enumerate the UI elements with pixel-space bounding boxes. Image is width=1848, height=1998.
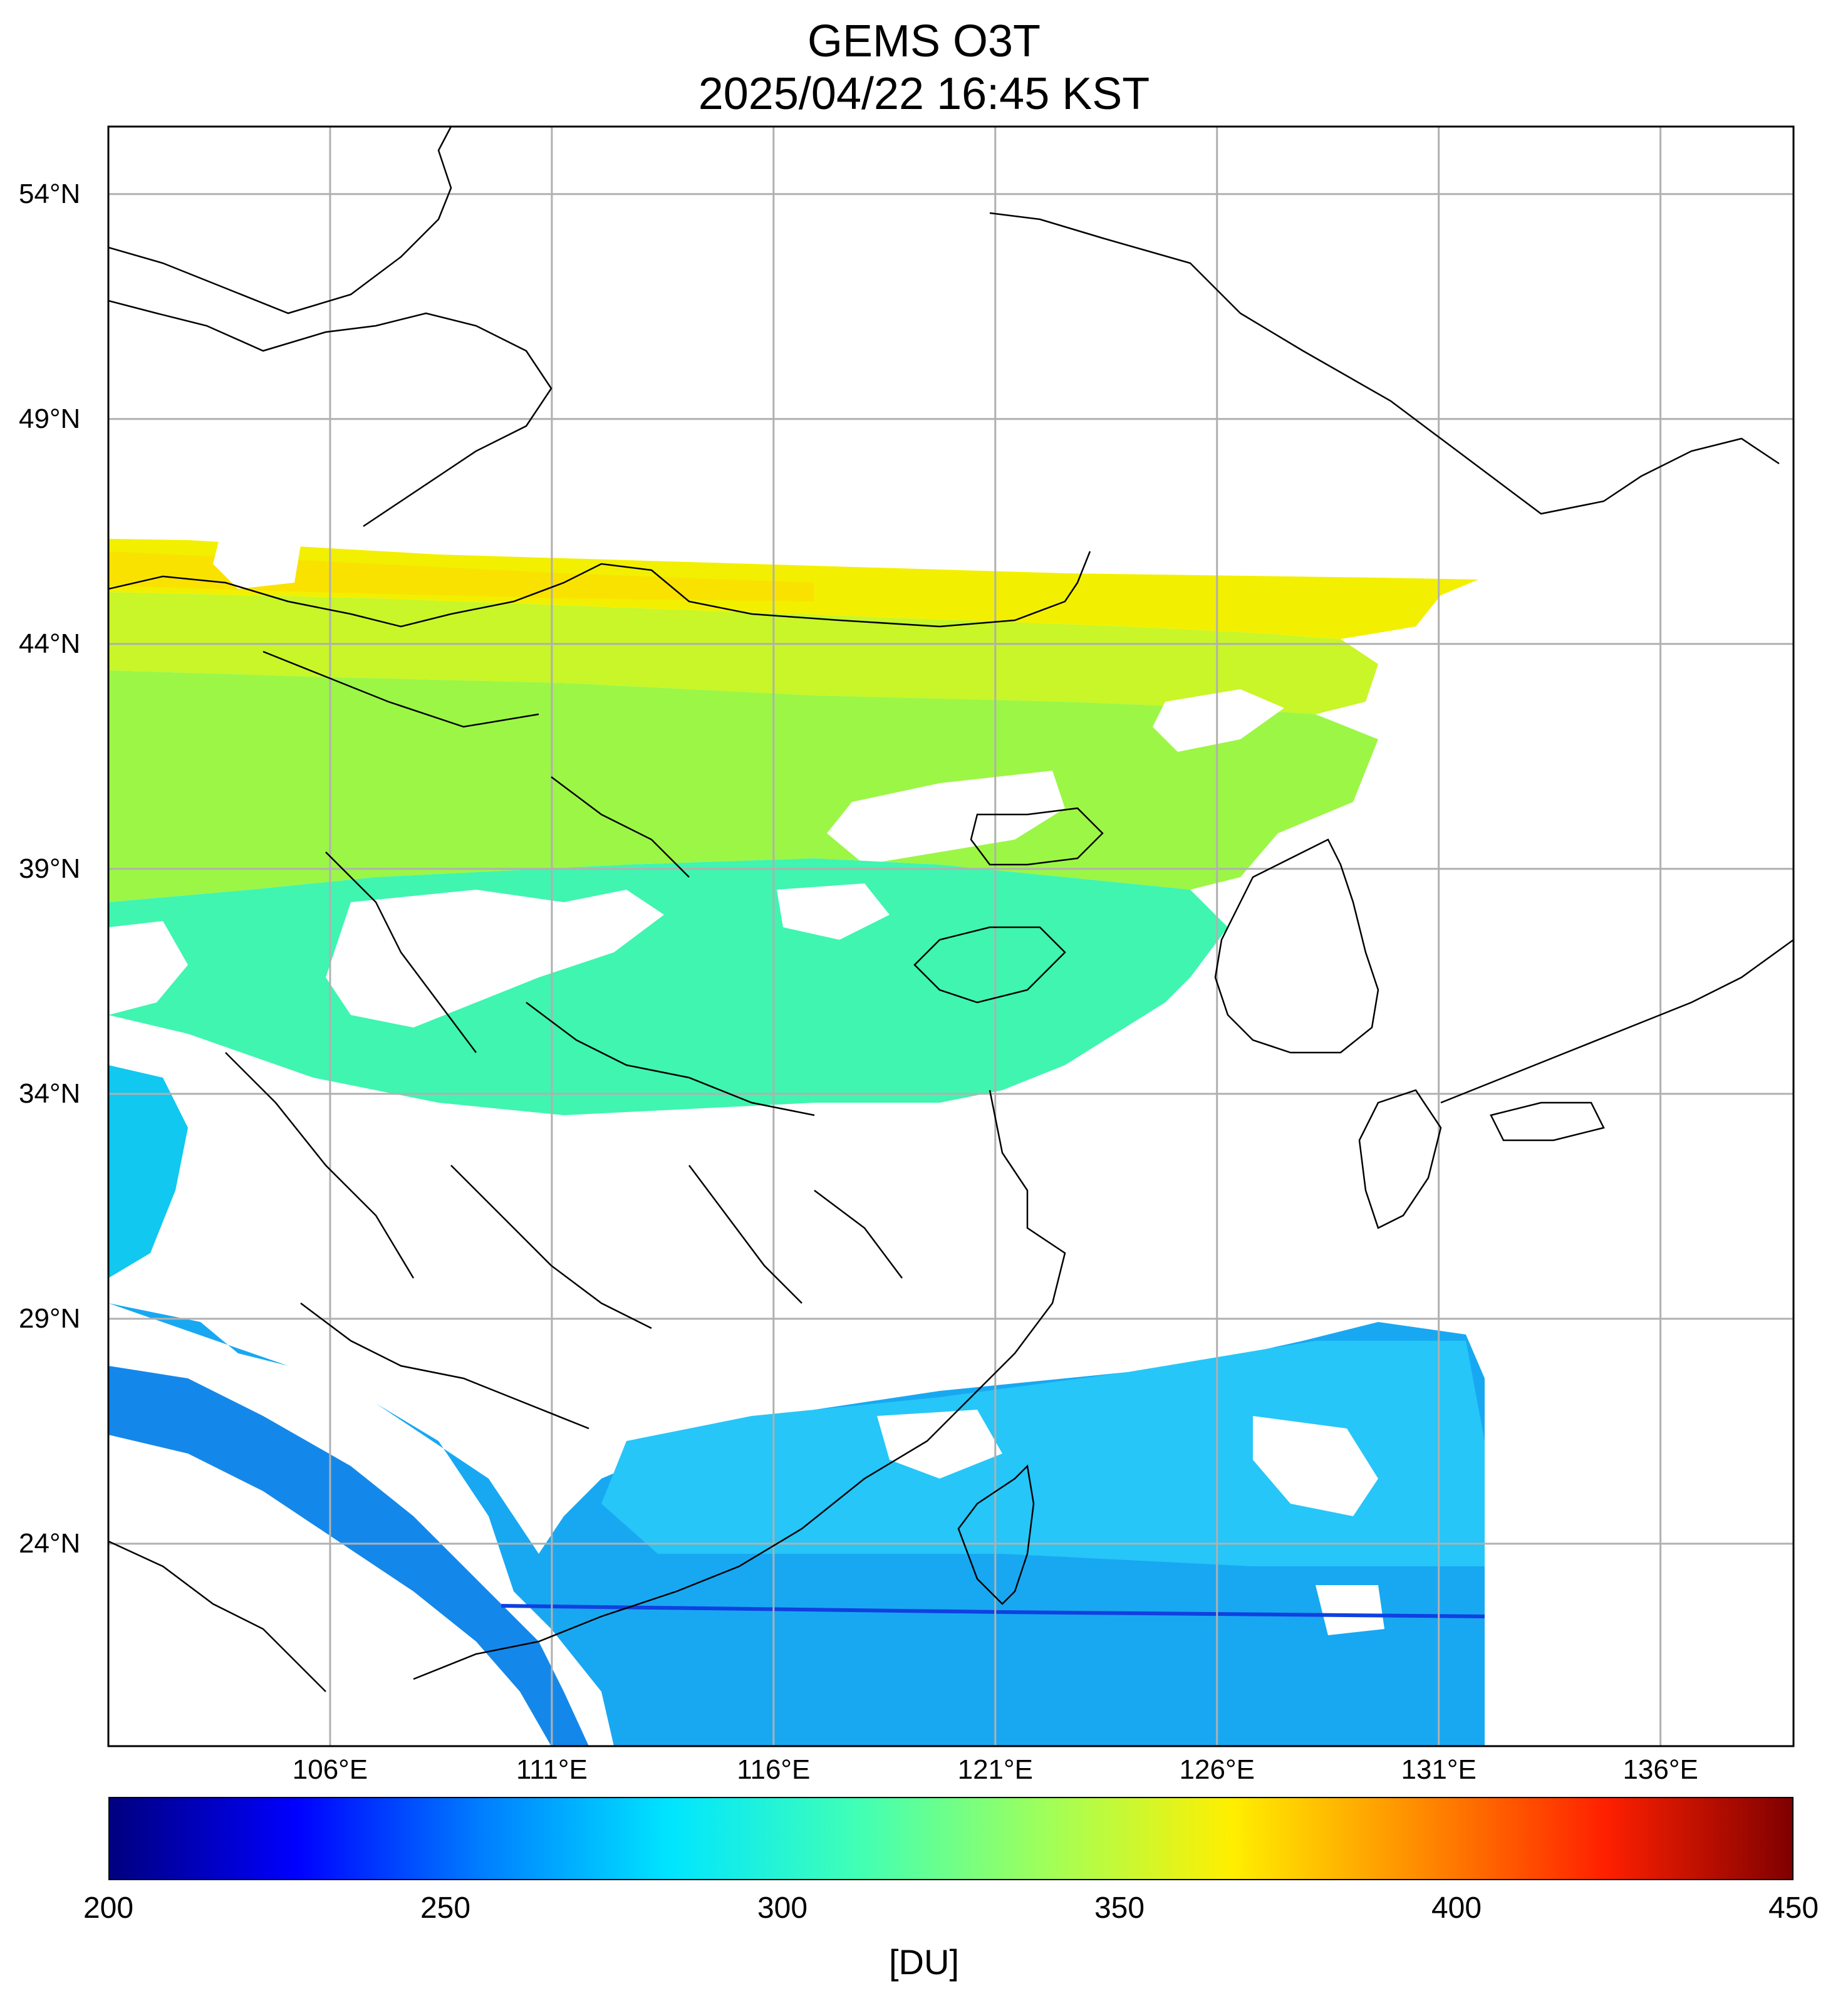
cloud-gap — [1316, 1585, 1384, 1635]
latitude-tick-label: 54°N — [19, 178, 81, 209]
colorbar-tick-label: 350 — [1094, 1891, 1145, 1925]
longitude-tick-label: 131°E — [1401, 1754, 1477, 1785]
russia-border — [108, 127, 452, 315]
japan-honshu-outline — [1440, 939, 1793, 1104]
longitude-tick-label: 121°E — [957, 1754, 1033, 1785]
japan-kyushu-outline — [1358, 1089, 1442, 1229]
hainan-outline — [108, 1540, 326, 1692]
ozone-band-green — [108, 670, 1378, 902]
cloud-gap — [108, 921, 188, 1015]
map-gridlines — [108, 127, 1793, 1746]
china-coast — [413, 1090, 1066, 1680]
cloud-gap — [1153, 689, 1284, 752]
longitude-tick-label: 106°E — [292, 1754, 368, 1785]
ozone-scanline — [501, 1604, 1485, 1618]
colorbar-tick-label: 450 — [1768, 1891, 1819, 1925]
mongolia-border — [108, 299, 553, 528]
colorbar-unit: [DU] — [889, 1942, 959, 1982]
colorbar — [108, 1797, 1793, 1880]
colorbar-tick-label: 250 — [420, 1891, 471, 1925]
ozone-band-cyan-west — [108, 1065, 188, 1278]
bohai-outline — [970, 807, 1104, 866]
colorbar-tick-label: 300 — [757, 1891, 808, 1925]
cloud-gap — [213, 539, 301, 589]
ozone-field — [108, 539, 1485, 1746]
cloud-gap — [777, 883, 890, 940]
map-title: GEMS O3T — [807, 16, 1041, 66]
latitude-tick-label: 44°N — [19, 628, 81, 659]
cloud-gap — [1253, 1416, 1378, 1516]
ozone-band-yellowgreen — [108, 592, 1378, 714]
latitude-tick-label: 34°N — [19, 1078, 81, 1109]
longitude-tick-label: 111°E — [516, 1754, 588, 1785]
ozone-band-teal — [108, 858, 1228, 1115]
taiwan-outline — [957, 1464, 1035, 1605]
latitude-tick-label: 24°N — [19, 1527, 81, 1559]
cloud-gap — [827, 771, 1065, 865]
longitude-tick-label: 126°E — [1179, 1754, 1255, 1785]
ozone-band-lightblue — [601, 1341, 1485, 1566]
latitude-tick-label: 39°N — [19, 853, 81, 884]
colorbar-tick-label: 200 — [83, 1891, 134, 1925]
latitude-tick-label: 29°N — [19, 1303, 81, 1334]
korea-outline — [1214, 838, 1379, 1054]
cloud-gap — [326, 890, 664, 1028]
colorbar-tick-label: 400 — [1431, 1891, 1482, 1925]
japan-shikoku-outline — [1490, 1101, 1605, 1142]
ozone-swath-west — [108, 1366, 589, 1746]
longitude-tick-label: 136°E — [1622, 1754, 1698, 1785]
heilongjiang-border — [989, 212, 1780, 515]
map-boundaries — [108, 127, 1793, 1692]
map-timestamp: 2025/04/22 16:45 KST — [698, 69, 1150, 119]
map-frame — [107, 125, 1795, 1747]
latitude-tick-label: 49°N — [19, 403, 81, 434]
inner-borders — [225, 650, 903, 1430]
longitude-tick-label: 116°E — [737, 1754, 811, 1785]
shandong-outline — [913, 926, 1066, 1004]
cloud-gap — [877, 1410, 1002, 1479]
mongolia-china-border — [108, 551, 1091, 628]
